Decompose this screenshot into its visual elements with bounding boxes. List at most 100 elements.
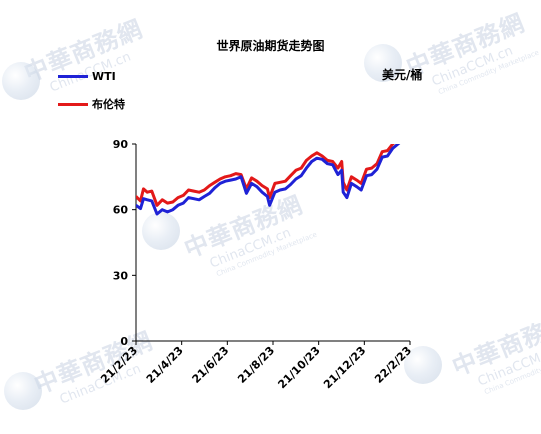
data-point-brent: [260, 184, 264, 187]
data-point-brent: [355, 178, 358, 182]
data-point-wti: [300, 174, 303, 177]
data-point-brent: [305, 159, 308, 162]
data-point-wti: [278, 188, 282, 192]
data-point-brent: [345, 188, 349, 192]
data-point-brent: [294, 169, 298, 172]
x-tick-label: 21/4/23: [144, 344, 186, 386]
data-point-wti: [150, 199, 153, 203]
data-point-wti: [360, 188, 363, 192]
legend-item-brent: 布伦特: [58, 97, 125, 111]
data-point-brent: [278, 181, 282, 184]
watermark-globe-icon: [364, 44, 402, 82]
data-point-wti: [155, 212, 159, 216]
data-point-brent: [350, 175, 353, 178]
data-point-wti: [171, 208, 174, 211]
data-point-brent: [391, 144, 394, 146]
chart-title: 世界原油期货走势图: [216, 39, 325, 53]
data-point-wti: [310, 160, 313, 163]
data-point-wti: [375, 168, 379, 171]
watermark-globe-icon: [404, 346, 442, 384]
data-point-wti: [182, 201, 185, 205]
data-point-wti: [266, 195, 269, 198]
data-point-wti: [161, 208, 164, 211]
data-point-wti: [224, 180, 227, 183]
data-point-wti: [176, 204, 180, 207]
data-point-wti: [284, 187, 287, 191]
series-line-wti: [136, 144, 401, 216]
data-point-wti: [203, 195, 206, 198]
data-point-brent: [273, 182, 277, 185]
data-point-brent: [266, 187, 269, 191]
data-point-wti: [340, 169, 343, 172]
data-point-wti: [396, 144, 400, 146]
data-point-wti: [365, 174, 368, 177]
data-point-brent: [142, 187, 145, 191]
data-point-brent: [365, 168, 368, 171]
data-point-brent: [166, 201, 169, 205]
data-point-brent: [326, 159, 329, 162]
data-point-brent: [218, 177, 222, 181]
data-point-brent: [321, 154, 324, 158]
y-tick-label: 90: [113, 138, 129, 151]
unit-label: 美元/桶: [382, 68, 423, 82]
data-point-brent: [155, 204, 159, 207]
data-point-wti: [208, 192, 211, 195]
data-point-brent: [397, 138, 399, 140]
data-point-wti: [268, 204, 271, 207]
legend-label-wti: WTI: [92, 69, 116, 83]
y-tick-label: 0: [120, 335, 128, 348]
data-point-wti: [391, 147, 394, 150]
data-point-brent: [360, 182, 363, 185]
data-point-brent: [239, 173, 243, 176]
y-tick-label: 60: [113, 204, 129, 217]
data-point-wti: [336, 173, 340, 176]
data-point-wti: [142, 197, 145, 200]
data-point-wti: [146, 198, 149, 201]
y-tick-label: 30: [113, 269, 129, 282]
data-point-wti: [342, 191, 345, 194]
data-point-brent: [203, 188, 206, 192]
data-point-brent: [176, 196, 180, 199]
data-point-wti: [305, 166, 308, 170]
data-point-brent: [381, 150, 384, 153]
data-point-wti: [239, 175, 243, 178]
data-point-wti: [409, 138, 411, 140]
data-point-brent: [255, 180, 259, 183]
data-point-brent: [300, 166, 303, 170]
data-point-wti: [234, 177, 237, 181]
data-point-brent: [315, 151, 319, 154]
data-point-brent: [336, 166, 340, 170]
data-point-brent: [340, 160, 343, 163]
legend-swatch-brent: [58, 102, 88, 106]
data-point-wti: [139, 207, 142, 210]
data-point-wti: [255, 185, 259, 188]
data-point-brent: [310, 154, 313, 158]
data-point-brent: [150, 189, 153, 193]
watermark-globe-icon: [4, 372, 42, 410]
data-point-wti: [315, 157, 319, 160]
data-point-brent: [171, 200, 174, 204]
data-point-wti: [321, 158, 324, 161]
data-point-wti: [402, 138, 404, 140]
x-tick-label: 22/2/23: [372, 344, 414, 386]
data-point-wti: [386, 154, 389, 158]
data-point-wti: [187, 196, 190, 199]
data-point-wti: [370, 173, 373, 176]
data-point-brent: [234, 172, 237, 175]
x-tick-label: 21/8/23: [235, 344, 277, 386]
x-tick-label: 21/2/23: [98, 344, 140, 386]
data-point-brent: [289, 174, 292, 177]
data-point-brent: [402, 136, 404, 138]
data-point-wti: [331, 163, 334, 166]
data-point-brent: [229, 174, 232, 177]
data-point-brent: [386, 149, 389, 152]
watermark-globe-icon: [2, 62, 40, 100]
data-point-wti: [345, 196, 349, 199]
data-point-brent: [187, 188, 190, 192]
data-point-wti: [250, 182, 253, 185]
data-point-wti: [166, 210, 169, 214]
data-point-brent: [192, 189, 195, 193]
watermark-globe-icon: [142, 212, 180, 250]
